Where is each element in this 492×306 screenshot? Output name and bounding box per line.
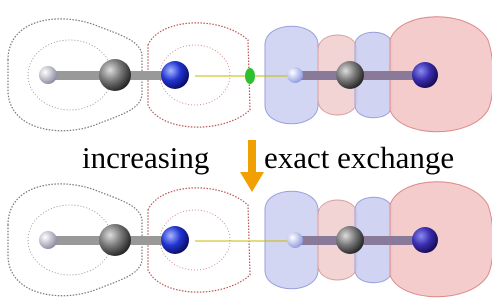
arrow-head — [240, 172, 264, 192]
arrow-shaft — [248, 140, 256, 175]
figure: increasing exact exchange — [0, 0, 492, 306]
molecule-bottom — [8, 182, 492, 297]
bond-point — [245, 68, 255, 84]
caption-right: exact exchange — [264, 140, 454, 175]
caption-left: increasing — [82, 140, 209, 175]
